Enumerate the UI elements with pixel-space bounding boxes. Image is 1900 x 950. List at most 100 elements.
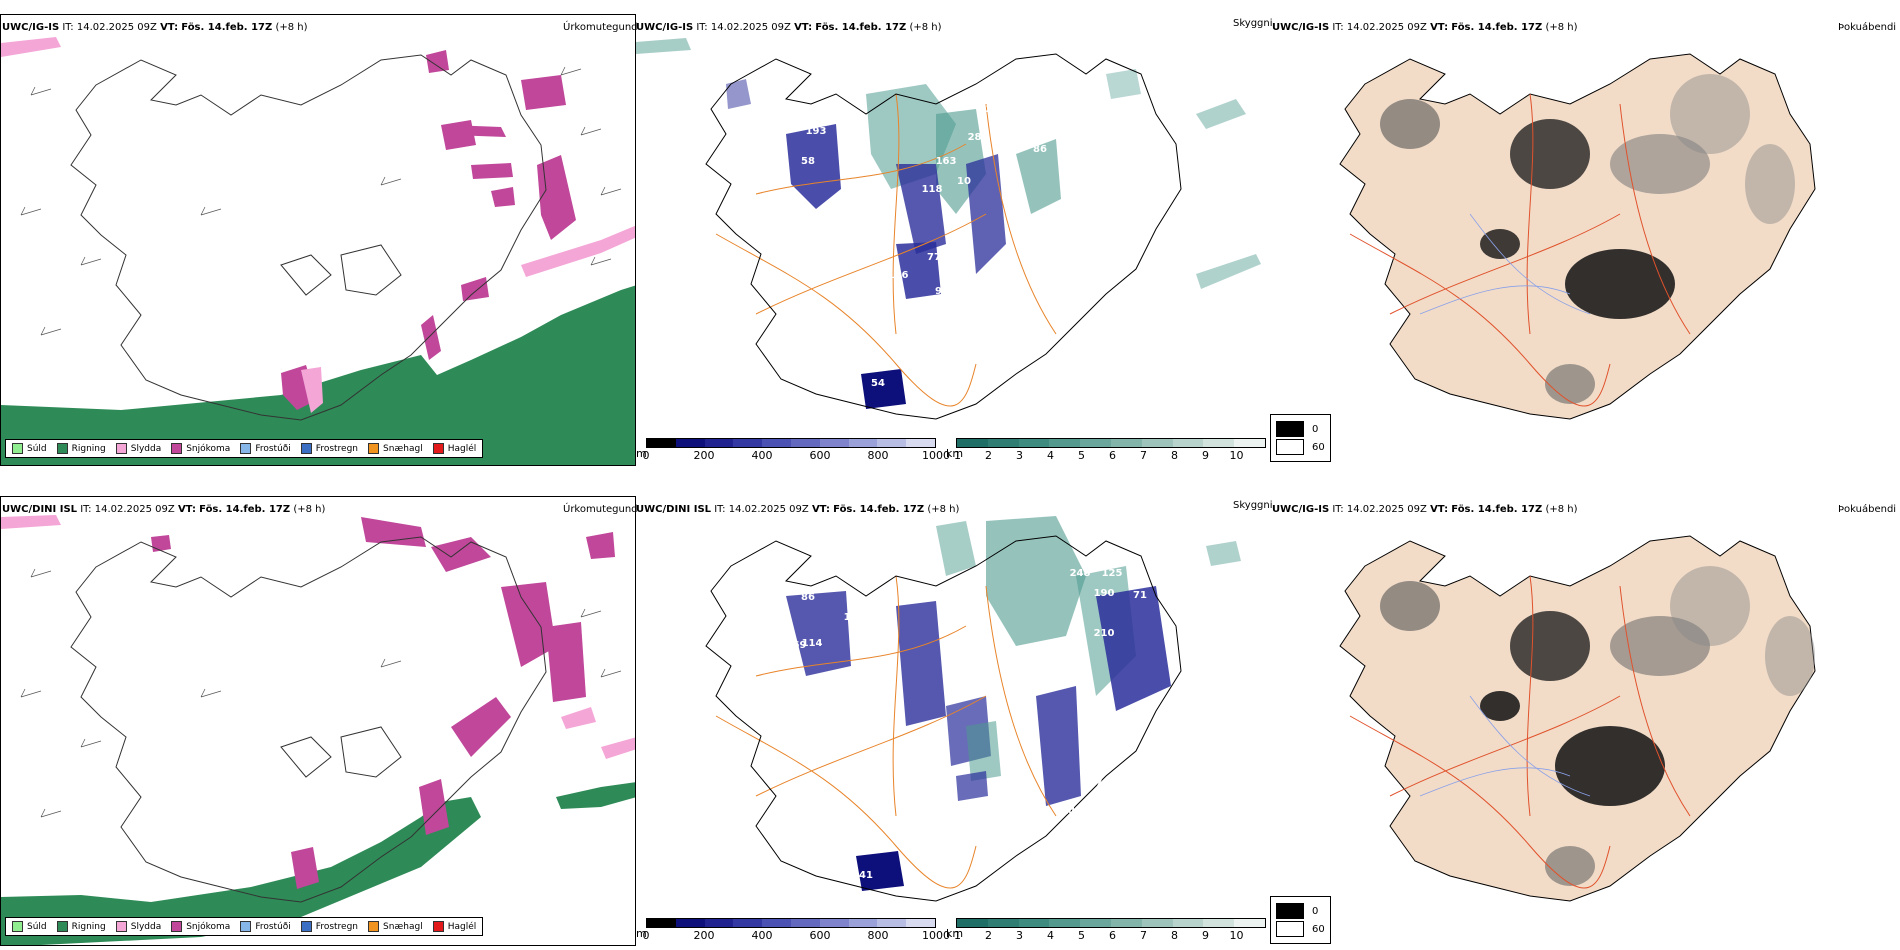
colorbar-segment [1080, 919, 1111, 927]
precip-title: Úrkomutegund [563, 22, 638, 33]
visibility-value-label: 114 [802, 638, 823, 649]
fog-panel [1270, 496, 1900, 946]
fog-swatch [1276, 921, 1304, 937]
colorbar-segment [675, 439, 705, 447]
fog-legend-row: 60 [1276, 439, 1325, 455]
vt-label: VT: [794, 22, 813, 33]
legend-label: Frostúði [255, 921, 291, 932]
visibility-value-label: 118 [922, 184, 943, 195]
legend-item: Slydda [115, 443, 161, 454]
model-name: UWC/IG-IS [1272, 504, 1330, 515]
fog-roads [1349, 575, 1691, 889]
visibility-value-label: 92 [809, 712, 823, 723]
visibility-value-label: 240 [1062, 806, 1083, 817]
colorbar-tick: 8 [1171, 929, 1179, 942]
visibility-coastline [705, 53, 1182, 420]
fog-legend: 0 60 [1270, 414, 1331, 462]
colorbar-tick: 1000 [922, 449, 950, 462]
visibility-header: UWC/IG-IS IT: 14.02.2025 09Z VT: Fös. 14… [636, 22, 942, 33]
fog-shading [1380, 74, 1795, 404]
precip-areas [1, 37, 635, 465]
legend-swatch [240, 921, 252, 932]
colorbar-km: 1 2 3 4 5 6 7 8 9 10 km [946, 438, 1266, 462]
colorbar-tick: 600 [809, 449, 831, 462]
vt-value: Fös. 14.feb. 17Z [1451, 22, 1543, 33]
colorbar-segment [790, 439, 820, 447]
legend-item: Snjókoma [171, 921, 230, 932]
visibility-value-label: 191 [1078, 518, 1099, 529]
fog-swatch [1276, 903, 1304, 919]
it-value: 14.02.2025 09Z [710, 22, 791, 33]
colorbar-segment [647, 919, 676, 927]
visibility-value-label: 248 [1070, 568, 1091, 579]
fog-legend-row: 0 [1276, 421, 1325, 437]
fog-header: UWC/IG-IS IT: 14.02.2025 09Z VT: Fös. 14… [1272, 504, 1578, 515]
colorbar-segment [957, 919, 988, 927]
colorbar-segment [762, 439, 791, 447]
legend-swatch [171, 443, 183, 454]
visibility-value-label: 54 [871, 378, 885, 389]
colorbar-segment [1049, 439, 1081, 447]
visibility-value-label: 96 [841, 208, 855, 219]
fog-map [1339, 535, 1816, 902]
precip-wind-barbs [20, 66, 622, 336]
legend-swatch [368, 443, 380, 454]
lead-time: (+8 h) [293, 504, 326, 515]
fog-legend-label: 60 [1312, 923, 1325, 935]
fog-map [1339, 53, 1816, 420]
colorbar-km: 1 2 3 4 5 6 7 8 9 10 km [946, 918, 1266, 942]
precip-panel: Súld Rigning Slydda Snjókoma Frostúði Fr… [0, 14, 636, 466]
colorbar-segment [1141, 919, 1173, 927]
visibility-value-label: 193 [806, 126, 827, 137]
colorbar-segment [987, 439, 1019, 447]
vt-label: VT: [1430, 22, 1449, 33]
colorbar-tick: 9 [1202, 929, 1210, 942]
colorbar-tick: 0 [642, 929, 650, 942]
precip-areas [1, 515, 635, 945]
colorbar-tick: 6 [1109, 929, 1117, 942]
fog-roads [1349, 93, 1691, 407]
visibility-value-label: 71 [1133, 590, 1147, 601]
visibility-roads [715, 575, 1057, 889]
visibility-title: Skyggni [1233, 500, 1273, 511]
model-name: UWC/IG-IS [1272, 22, 1330, 33]
visibility-value-label: 75 [1171, 606, 1185, 617]
colorbar-segment [906, 439, 935, 447]
visibility-value-label: 169 [786, 640, 807, 651]
colorbar-meters: 0 200 400 600 800 1000 m [636, 438, 950, 462]
colorbar-segment [877, 439, 907, 447]
it-label: IT: [696, 22, 708, 33]
colorbar-unit: km [946, 927, 964, 940]
legend-swatch [12, 443, 23, 454]
precip-legend: Súld Rigning Slydda Snjókoma Frostúði Fr… [5, 917, 484, 936]
visibility-roads [715, 93, 1057, 407]
colorbar-segment [1172, 919, 1204, 927]
colorbar-segment [1080, 439, 1111, 447]
lead-time: (+8 h) [909, 22, 942, 33]
colorbar-segment [1203, 439, 1235, 447]
colorbar-segment [1141, 439, 1173, 447]
colorbar-tick: 200 [693, 929, 715, 942]
legend-label: Haglél [447, 443, 477, 454]
fog-title: Þokuábendi [1838, 22, 1897, 33]
colorbar-tick: 800 [867, 929, 889, 942]
legend-label: Snjókoma [186, 443, 231, 454]
visibility-header: UWC/DINI ISL IT: 14.02.2025 09Z VT: Fös.… [636, 504, 959, 515]
precip-map [1, 37, 635, 465]
lead-time: (+8 h) [927, 504, 960, 515]
legend-label: Frostúði [255, 443, 291, 454]
precip-header: UWC/DINI ISL IT: 14.02.2025 09Z VT: Fös.… [2, 504, 325, 515]
colorbar-segment [733, 919, 763, 927]
visibility-value-label: 58 [801, 156, 815, 167]
colorbar-segment [1049, 919, 1081, 927]
colorbar-tick: 600 [809, 929, 831, 942]
fog-title: Þokuábendi [1838, 504, 1897, 515]
legend-label: Snæhagl [383, 443, 423, 454]
legend-item: Snæhagl [368, 921, 423, 932]
legend-item: Rigning [56, 921, 106, 932]
colorbar-unit: m [636, 927, 647, 940]
colorbar-tick: 8 [1171, 449, 1179, 462]
visibility-value-label: 287 [968, 132, 989, 143]
visibility-areas [786, 516, 1241, 891]
